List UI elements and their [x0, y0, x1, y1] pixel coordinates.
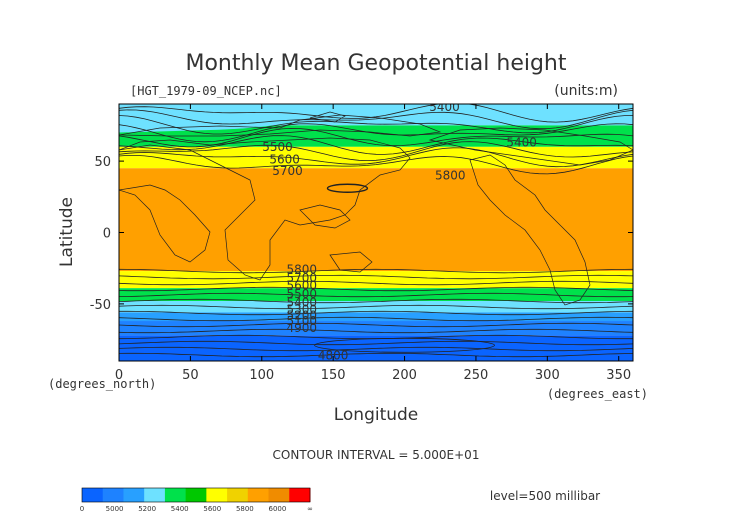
band-4	[119, 271, 633, 289]
colorbar-swatch-0	[82, 488, 104, 502]
contour-label-12: 5200	[286, 308, 317, 322]
contour-label-10: 5400	[286, 295, 317, 309]
contour-line-18	[119, 322, 633, 328]
band-6	[119, 301, 633, 313]
x-tick-label-2: 100	[249, 368, 274, 383]
colorbar-tick-5: 5800	[236, 505, 254, 513]
band-7	[119, 312, 633, 322]
colorbar-swatch-7	[227, 488, 249, 502]
file-label: [HGT_1979-09_NCEP.nc]	[130, 84, 282, 98]
contour-label-6: 5800	[286, 263, 317, 277]
contour-label-2: 5500	[262, 140, 293, 154]
contour-label-9: 5500	[286, 287, 317, 301]
colorbar-swatch-6	[206, 488, 228, 502]
contour-line-11	[119, 280, 633, 286]
filled-contour-bands	[119, 104, 633, 361]
contour-line-6	[119, 141, 633, 162]
colorbar-swatch-2	[123, 488, 145, 502]
coastlines	[119, 111, 633, 306]
colorbar-tick-4: 5600	[203, 505, 221, 513]
x-tick-label-0: 0	[115, 368, 123, 383]
contour-line-3	[119, 123, 633, 143]
band-2	[119, 146, 633, 169]
contour-line-17	[119, 316, 633, 322]
x-unit-label: (degrees_east)	[547, 387, 648, 401]
contour-line-12	[119, 286, 633, 292]
contour-label-7: 5700	[286, 271, 317, 285]
contour-line-0	[119, 104, 633, 123]
y-tick-label-1: 0	[103, 227, 111, 242]
colorbar-swatch-4	[164, 488, 187, 502]
contour-label-15: 4800	[318, 348, 349, 362]
colorbar-swatch-8	[247, 488, 270, 502]
closed-contour-5900	[326, 183, 369, 193]
units-label: (units:m)	[554, 83, 618, 99]
x-axis-title: Longitude	[334, 405, 419, 425]
contour-label-8: 5600	[286, 278, 317, 292]
y-tick-label-2: -50	[90, 298, 111, 313]
contour-line-4	[119, 127, 633, 148]
y-tick-label-0: 50	[94, 155, 111, 170]
y-unit-label: (degrees_north)	[48, 377, 156, 391]
contour-label-3: 5600	[269, 153, 300, 167]
polar-blob-east	[461, 104, 633, 125]
level-text: level=500 millibar	[490, 489, 600, 503]
contour-label-5: 5800	[435, 168, 466, 182]
contour-line-7	[119, 147, 633, 168]
colorbar-frame	[81, 487, 311, 503]
colorbar-tick-3: 5400	[171, 505, 189, 513]
contour-line-14	[119, 298, 633, 304]
x-tick-label-6: 300	[535, 368, 560, 383]
colorbar-swatch-9	[268, 488, 290, 502]
contour-label-13: 5100	[286, 314, 317, 328]
contour-label-14: 4900	[286, 321, 317, 335]
colorbar-swatch-1	[102, 488, 124, 502]
contour-line-16	[119, 310, 633, 316]
contour-line-9	[119, 268, 633, 274]
x-tick-label-5: 250	[464, 368, 489, 383]
contour-line-15	[119, 304, 633, 310]
x-tick-label-4: 200	[392, 368, 417, 383]
axes: 0 50 100 150 200 250 300 350 50 0 -50	[90, 104, 633, 383]
contour-line-1	[119, 109, 633, 130]
contour-label-0: 5400	[429, 100, 460, 114]
x-tick-label-1: 50	[182, 368, 199, 383]
contour-line-10	[119, 274, 633, 280]
contour-line-22	[119, 346, 633, 352]
contour-line-2	[119, 115, 633, 135]
colorbar-tick-7: ∞	[307, 505, 313, 513]
colorbar-tick-0: 0	[80, 505, 84, 513]
colorbar-tick-1: 5000	[106, 505, 124, 513]
contour-label-11: 5300	[286, 303, 317, 317]
contour-line-13	[119, 292, 633, 298]
chart-title: Monthly Mean Geopotential height	[185, 51, 566, 76]
contour-label-4: 5700	[272, 164, 303, 178]
colorbar-swatch-5	[185, 488, 207, 502]
colorbar-swatch-3	[144, 488, 166, 502]
x-tick-label-3: 150	[321, 368, 346, 383]
band-5	[119, 288, 633, 302]
x-tick-label-7: 350	[606, 368, 631, 383]
contour-interval-text: CONTOUR INTERVAL = 5.000E+01	[273, 448, 480, 462]
colorbar-swatch-10	[289, 488, 311, 502]
contour-line-21	[119, 340, 633, 346]
contour-line-19	[119, 328, 633, 334]
band-8	[119, 321, 633, 336]
colorbar: 0 5000 5200 5400 5600 5800 6000 ∞	[80, 487, 313, 513]
contour-label-1: 5400	[506, 136, 537, 150]
contour-line-8	[119, 155, 633, 175]
closed-contour-polar	[314, 337, 495, 353]
colorbar-tick-6: 6000	[269, 505, 287, 513]
band-3	[119, 168, 633, 272]
contour-line-5	[119, 135, 633, 155]
colorbar-tick-2: 5200	[138, 505, 156, 513]
y-axis-title: Latitude	[57, 197, 77, 267]
